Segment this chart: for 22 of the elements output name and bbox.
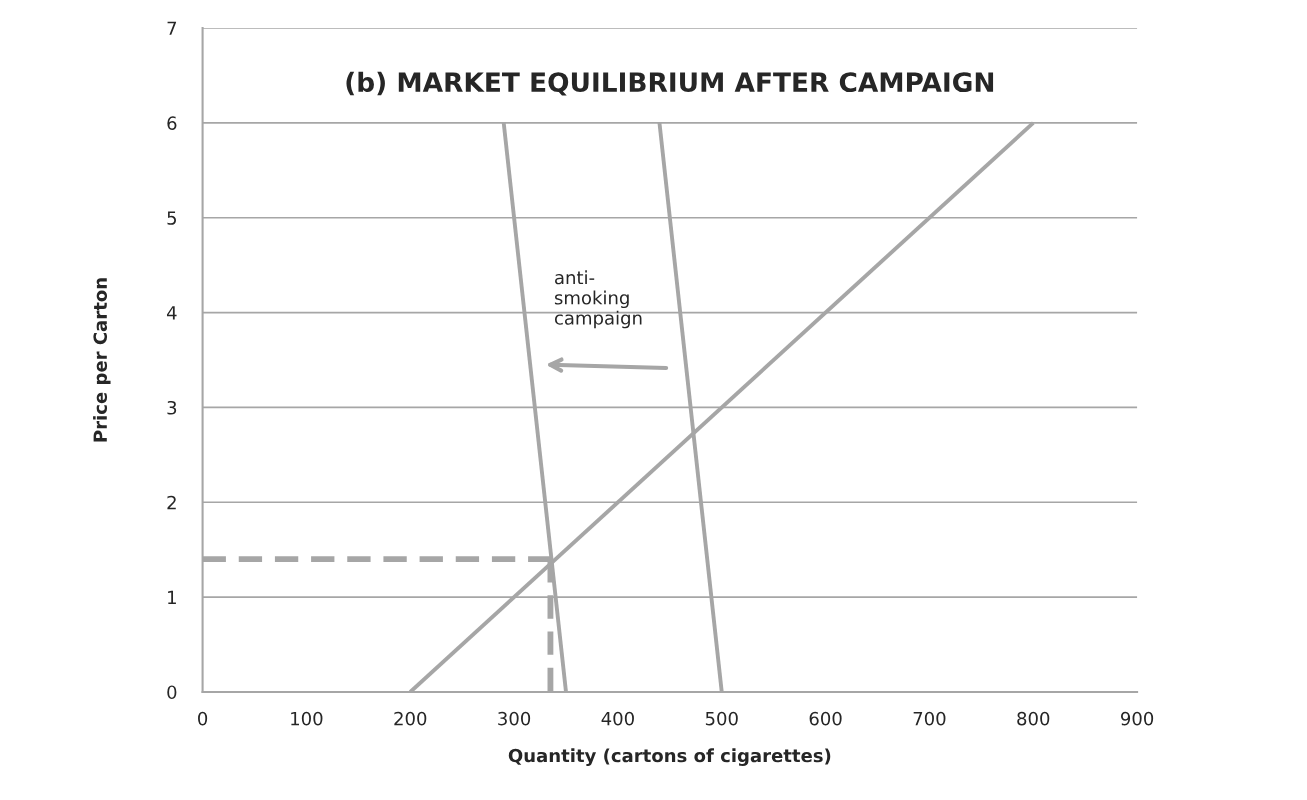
- x-tick-label: 600: [809, 711, 842, 726]
- y-tick-label: 3: [167, 400, 177, 415]
- y-tick-label: 6: [167, 116, 177, 130]
- x-tick-label: 300: [498, 711, 531, 726]
- y-tick-label: 5: [167, 211, 177, 225]
- y-tick-label: 0: [167, 685, 177, 700]
- x-tick-label: 400: [601, 711, 634, 726]
- y-tick-label: 2: [167, 495, 176, 510]
- x-tick-label: 0: [198, 711, 208, 726]
- x-tick-label: 700: [913, 711, 946, 726]
- annotation: anti- smoking campaign: [554, 270, 642, 329]
- x-tick-label: 200: [394, 711, 427, 726]
- x-tick-label: 500: [705, 711, 738, 726]
- text: (b) MARKET EQUILIBRIUM AFTER CAMPAIGN: [346, 71, 994, 96]
- x-tick-label: 900: [1121, 711, 1154, 726]
- x-tick-label: 800: [1017, 711, 1050, 726]
- x-axis-title: Quantity (cartons of cigarettes): [508, 748, 831, 766]
- y-axis-title: Price per Carton: [93, 278, 111, 442]
- y-tick-label: 7: [167, 21, 177, 35]
- x-tick-label: 100: [291, 711, 323, 726]
- y-tick-label: 4: [166, 306, 177, 320]
- y-tick-label: 1: [168, 590, 176, 604]
